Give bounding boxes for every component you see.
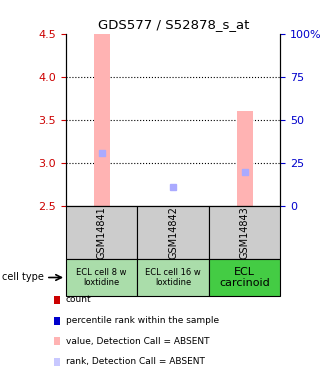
Text: GSM14843: GSM14843 (240, 206, 250, 259)
Bar (66, 206, 138, 259)
Bar (237, 111, 252, 206)
Text: ECL
carcinoid: ECL carcinoid (219, 267, 270, 288)
Text: GSM14841: GSM14841 (97, 206, 107, 259)
Text: cell type: cell type (2, 273, 44, 282)
Text: value, Detection Call = ABSENT: value, Detection Call = ABSENT (66, 337, 210, 346)
Bar (138, 259, 209, 296)
Text: GSM14842: GSM14842 (168, 206, 178, 259)
Bar (138, 206, 209, 259)
Bar (209, 206, 280, 259)
Text: rank, Detection Call = ABSENT: rank, Detection Call = ABSENT (66, 357, 205, 366)
Text: ECL cell 16 w
loxtidine: ECL cell 16 w loxtidine (146, 268, 201, 287)
Text: ECL cell 8 w
loxtidine: ECL cell 8 w loxtidine (77, 268, 127, 287)
Bar (209, 259, 280, 296)
Text: count: count (66, 296, 92, 304)
Text: percentile rank within the sample: percentile rank within the sample (66, 316, 219, 325)
Bar (94, 34, 110, 206)
Bar (66, 259, 138, 296)
Title: GDS577 / S52878_s_at: GDS577 / S52878_s_at (98, 18, 249, 31)
